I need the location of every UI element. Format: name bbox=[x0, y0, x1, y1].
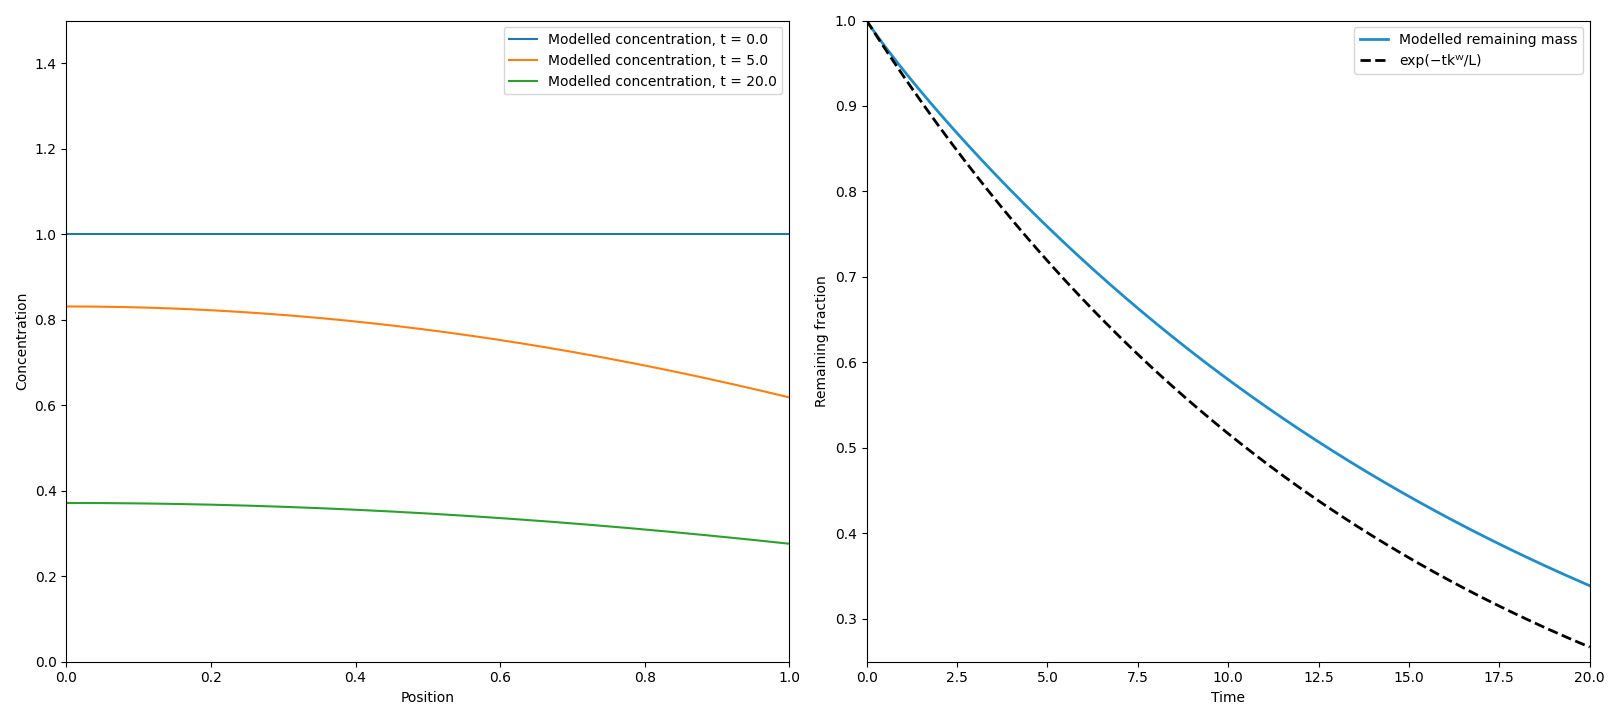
Y-axis label: Concentration: Concentration bbox=[15, 292, 29, 390]
Legend: Modelled concentration, t = 0.0, Modelled concentration, t = 5.0, Modelled conce: Modelled concentration, t = 0.0, Modelle… bbox=[504, 27, 782, 94]
Line: Modelled remaining mass: Modelled remaining mass bbox=[867, 20, 1589, 585]
Y-axis label: Remaining fraction: Remaining fraction bbox=[815, 275, 829, 407]
Modelled concentration, t = 0.0 bbox=[60, 230, 79, 238]
exp(−tkᵂ/L) bbox=[1200, 415, 1220, 423]
exp(−tkᵂ/L) bbox=[857, 16, 876, 24]
Modelled concentration, t = 5.0 bbox=[60, 302, 79, 311]
Modelled concentration, t = 0.0 bbox=[321, 230, 340, 238]
Line: Modelled concentration, t = 20.0: Modelled concentration, t = 20.0 bbox=[66, 503, 789, 544]
Modelled remaining mass bbox=[1038, 224, 1058, 233]
Modelled concentration, t = 0.0 bbox=[447, 230, 467, 238]
exp(−tkᵂ/L) bbox=[1450, 581, 1469, 590]
Modelled remaining mass bbox=[1580, 581, 1599, 590]
Modelled concentration, t = 20.0 bbox=[321, 504, 340, 513]
X-axis label: Time: Time bbox=[1212, 691, 1246, 705]
Legend: Modelled remaining mass, exp(−tkᵂ/L): Modelled remaining mass, exp(−tkᵂ/L) bbox=[1354, 27, 1583, 73]
Modelled concentration, t = 5.0 bbox=[718, 379, 737, 387]
Modelled concentration, t = 5.0 bbox=[447, 330, 467, 338]
Modelled concentration, t = 20.0 bbox=[57, 499, 76, 508]
Modelled remaining mass bbox=[922, 101, 941, 109]
X-axis label: Position: Position bbox=[400, 691, 455, 705]
Modelled concentration, t = 20.0 bbox=[60, 499, 79, 508]
Modelled concentration, t = 0.0 bbox=[57, 230, 76, 238]
Modelled concentration, t = 5.0 bbox=[360, 319, 379, 328]
exp(−tkᵂ/L) bbox=[1205, 418, 1225, 427]
Modelled concentration, t = 0.0 bbox=[718, 230, 737, 238]
exp(−tkᵂ/L) bbox=[1563, 635, 1583, 644]
Modelled concentration, t = 5.0 bbox=[321, 315, 340, 323]
exp(−tkᵂ/L) bbox=[1288, 482, 1307, 490]
Modelled remaining mass bbox=[987, 171, 1006, 179]
Modelled concentration, t = 20.0 bbox=[360, 506, 379, 515]
Modelled concentration, t = 20.0 bbox=[779, 539, 799, 548]
Modelled concentration, t = 0.0 bbox=[122, 230, 141, 238]
Modelled remaining mass bbox=[1437, 513, 1456, 522]
Line: Modelled concentration, t = 5.0: Modelled concentration, t = 5.0 bbox=[66, 307, 789, 397]
exp(−tkᵂ/L) bbox=[1580, 643, 1599, 652]
Modelled concentration, t = 20.0 bbox=[447, 511, 467, 520]
Modelled concentration, t = 20.0 bbox=[718, 533, 737, 541]
exp(−tkᵂ/L) bbox=[1247, 453, 1267, 462]
Modelled concentration, t = 5.0 bbox=[779, 393, 799, 402]
Modelled remaining mass bbox=[1367, 474, 1387, 482]
Line: exp(−tkᵂ/L): exp(−tkᵂ/L) bbox=[867, 20, 1589, 647]
Modelled concentration, t = 5.0 bbox=[122, 303, 141, 312]
Modelled concentration, t = 0.0 bbox=[360, 230, 379, 238]
Modelled remaining mass bbox=[1192, 356, 1212, 364]
Modelled remaining mass bbox=[857, 16, 876, 24]
Modelled concentration, t = 20.0 bbox=[122, 499, 141, 508]
Modelled concentration, t = 5.0 bbox=[57, 302, 76, 311]
Modelled concentration, t = 0.0 bbox=[779, 230, 799, 238]
